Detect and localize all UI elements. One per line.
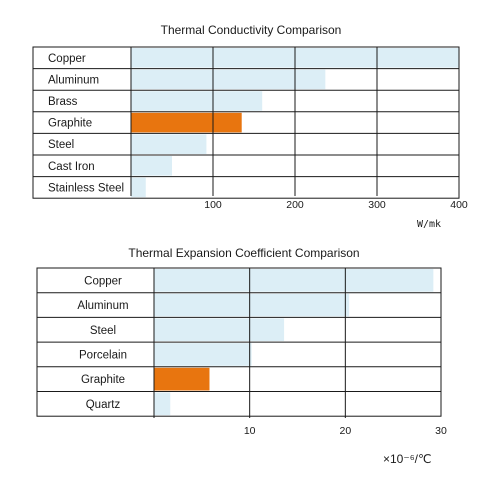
category-label: Steel bbox=[90, 325, 116, 337]
category-label: Steel bbox=[48, 139, 74, 151]
bar-copper bbox=[154, 269, 434, 292]
category-label: Copper bbox=[84, 275, 122, 287]
category-label: Aluminum bbox=[48, 74, 99, 86]
bar-stainless-steel bbox=[131, 177, 146, 198]
unit-label: ×10⁻⁶/℃ bbox=[383, 452, 431, 466]
tick-label: 200 bbox=[286, 199, 304, 211]
bar-aluminum bbox=[131, 69, 326, 90]
chart-title: Thermal Expansion Coefficient Comparison bbox=[128, 246, 359, 260]
category-label: Porcelain bbox=[79, 349, 127, 361]
tick-label: 10 bbox=[244, 425, 256, 437]
bar-brass bbox=[131, 91, 263, 111]
tick-label: 20 bbox=[339, 425, 351, 437]
category-label: Aluminum bbox=[77, 300, 128, 312]
tick-label: 30 bbox=[435, 425, 447, 437]
category-label: Cast Iron bbox=[48, 161, 95, 173]
bar-quartz bbox=[154, 392, 171, 416]
bar-porcelain bbox=[154, 343, 252, 366]
category-label: Copper bbox=[48, 53, 86, 65]
category-label: Graphite bbox=[81, 374, 125, 386]
bar-graphite bbox=[131, 112, 242, 133]
bar-cast-iron bbox=[131, 156, 172, 176]
category-label: Brass bbox=[48, 96, 78, 108]
tick-label: 400 bbox=[450, 199, 468, 211]
category-label: Quartz bbox=[86, 399, 121, 411]
tick-label: 300 bbox=[368, 199, 386, 211]
tick-label: 100 bbox=[204, 199, 222, 211]
bar-steel bbox=[154, 318, 285, 342]
category-label: Stainless Steel bbox=[48, 182, 124, 194]
bar-graphite bbox=[154, 367, 210, 391]
bar-aluminum bbox=[154, 293, 350, 317]
chart-frame bbox=[32, 46, 460, 199]
bar-steel bbox=[131, 134, 207, 154]
category-label: Graphite bbox=[48, 118, 92, 130]
unit-label: W/mk bbox=[417, 219, 441, 230]
chart-title: Thermal Conductivity Comparison bbox=[161, 23, 342, 37]
